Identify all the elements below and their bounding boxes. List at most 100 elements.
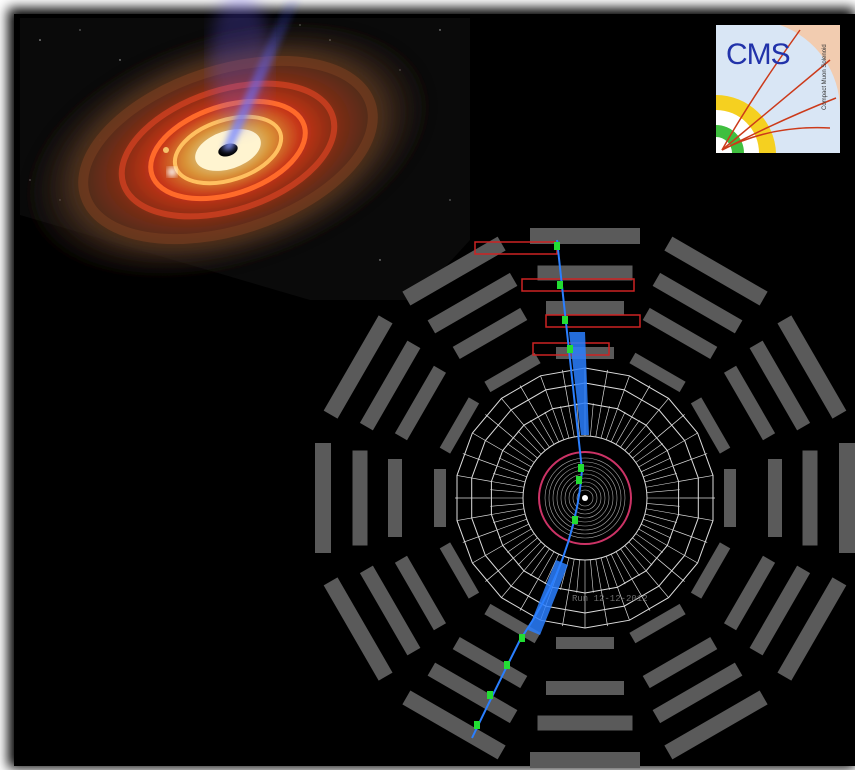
ecal-cell [498, 457, 529, 473]
muon-chamber [388, 459, 402, 537]
ecal-cell [576, 403, 580, 437]
muon-chamber [629, 603, 686, 644]
muon-chamber [546, 301, 624, 315]
muon-chamber [359, 565, 421, 656]
muon-chamber [352, 450, 368, 546]
detector-hit [557, 281, 563, 289]
tracker-layer [576, 489, 594, 507]
muon-chamber [723, 555, 776, 631]
ecal-cell [491, 508, 524, 515]
muon-chamber [749, 340, 811, 431]
detector-hit [576, 476, 582, 484]
calorimeter-cell [456, 475, 492, 482]
interaction-point [582, 495, 588, 501]
muon-chamber [629, 352, 686, 393]
ecal-cell [502, 450, 532, 468]
calorimeter-cell [632, 580, 651, 611]
energy-deposit-bottom [528, 560, 568, 635]
ecal-cell [576, 559, 580, 593]
ecal-cell [643, 518, 675, 531]
calorimeter-cell [472, 545, 503, 564]
ecal-cell [507, 533, 535, 553]
tracker-layer [568, 481, 602, 515]
ecal-cell [638, 528, 668, 546]
calorimeter-cell [674, 530, 708, 543]
muon-chamber [427, 272, 518, 334]
ecal-cell [490, 489, 524, 493]
muon-chamber [777, 315, 847, 419]
muon-chamber [749, 565, 811, 656]
muon-chamber [768, 459, 782, 537]
muon-chamber [394, 365, 447, 441]
muon-chamber [452, 636, 528, 689]
ecal-cell [632, 436, 658, 459]
ecal-cell [523, 425, 546, 451]
calorimeter-cell [462, 453, 496, 466]
cms-logo-subtitle: Compact Muon Solenoid [822, 44, 828, 110]
ecal-cell [544, 411, 560, 442]
ecal-cell [490, 503, 524, 507]
calorimeter-cell [657, 414, 685, 438]
ecal-cell [530, 420, 550, 448]
ecal-cell [646, 481, 679, 488]
ecal-cell [600, 557, 610, 590]
tracker-layer [548, 461, 622, 535]
detector-hit [567, 345, 573, 353]
ecal-cell [512, 537, 538, 560]
muon-chamber [530, 752, 640, 768]
tracker-layer [564, 477, 606, 519]
detector-hit [554, 242, 560, 250]
tracker-outer-ring [538, 451, 632, 545]
ecal-cell [643, 465, 675, 478]
muon-chamber [802, 450, 818, 546]
ecal-cell [595, 559, 602, 592]
highlighted-chamber [545, 314, 641, 328]
calorimeter-cell [645, 398, 669, 426]
energy-deposit-top [569, 332, 589, 435]
muon-chamber [556, 637, 614, 649]
ecal-cell [491, 481, 524, 488]
calorimeter-cell [674, 453, 708, 466]
ecal-cell [624, 425, 647, 451]
muon-chamber [452, 307, 528, 360]
muon-chamber [434, 469, 446, 527]
calorimeter-cell [462, 530, 496, 543]
calorimeter-cell [501, 570, 525, 598]
ecal-cell [635, 533, 663, 553]
ecal-cell [568, 559, 575, 592]
tracker-layer [544, 457, 626, 539]
detector-hit [474, 721, 480, 729]
ecal-cell [628, 541, 653, 566]
calorimeter-cell [456, 514, 492, 521]
cms-logo-title: CMS [726, 38, 791, 71]
ecal-cell [615, 551, 633, 581]
ecal-cell [600, 406, 610, 439]
ecal-cell [552, 408, 565, 440]
muon-chamber [839, 443, 855, 553]
muon-chamber [359, 340, 421, 431]
muon-chamber [439, 397, 480, 454]
ecal-cell [537, 415, 555, 445]
ecal-cell [493, 513, 526, 523]
calorimeter-cell [667, 545, 698, 564]
muon-chamber [427, 662, 518, 724]
calorimeter-cell [657, 558, 685, 582]
muon-chamber [652, 662, 743, 724]
calorimeter-cell [562, 369, 569, 405]
calorimeter-cell [667, 432, 698, 451]
detector-hit [572, 516, 578, 524]
calorimeter-cell [601, 369, 608, 405]
muon-chamber [439, 542, 480, 599]
calorimeter-cell [540, 375, 553, 409]
ecal-cell [624, 545, 647, 571]
ecal-cell [512, 436, 538, 459]
muon-chamber [642, 307, 718, 360]
ecal-cell [610, 554, 626, 585]
calorimeter-cell [485, 558, 513, 582]
detector-hit [562, 316, 568, 324]
ecal-cell [635, 443, 663, 463]
muon-chamber [484, 352, 541, 393]
muon-chamber [664, 236, 768, 306]
calorimeter-cell [617, 375, 630, 409]
